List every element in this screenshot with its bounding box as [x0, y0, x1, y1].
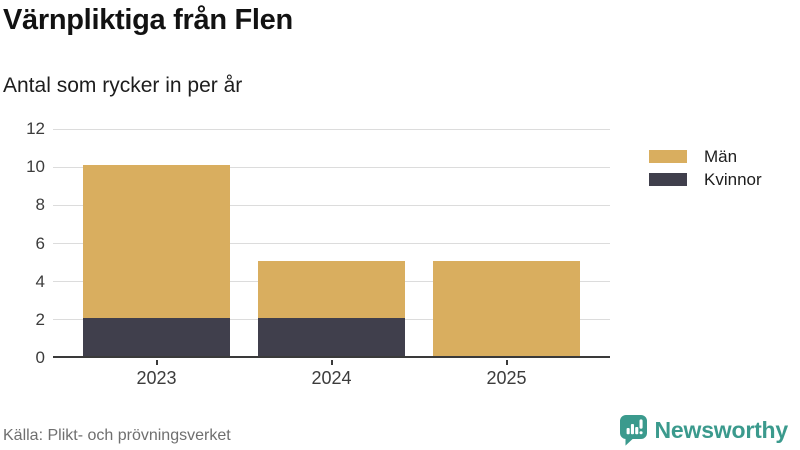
bar-segment-kvinnor-2023 — [83, 317, 230, 356]
y-axis-labels: 0 2 4 6 8 10 12 — [0, 119, 45, 367]
gridline — [53, 129, 610, 130]
x-tick-label-2025: 2025 — [486, 368, 527, 388]
newsworthy-icon — [619, 415, 647, 446]
y-tick-label: 8 — [35, 195, 45, 215]
x-axis-labels: 2023 2024 2025 — [53, 360, 610, 392]
x-tick-label-2023: 2023 — [136, 368, 177, 388]
bar-segment-män-2025 — [433, 260, 580, 356]
chart-subtitle: Antal som rycker in per år — [3, 74, 243, 97]
y-tick-label: 12 — [26, 119, 45, 138]
source-note: Källa: Plikt- och prövningsverket — [3, 427, 231, 444]
y-tick-label: 0 — [35, 348, 45, 367]
legend: Män Kvinnor — [649, 147, 762, 196]
legend-label: Män — [704, 147, 738, 166]
x-tick-label-2024: 2024 — [311, 368, 352, 388]
y-tick-label: 2 — [35, 309, 45, 329]
gridline — [53, 166, 610, 168]
bar-segment-kvinnor-2024 — [258, 317, 405, 356]
y-tick-label: 6 — [35, 233, 45, 253]
chart-title: Värnpliktiga från Flen — [3, 4, 293, 36]
gridline — [53, 243, 610, 244]
plot-area — [53, 129, 610, 358]
newsworthy-logo: Newsworthy — [619, 414, 788, 447]
x-tick-mark — [155, 360, 158, 365]
legend-swatch — [649, 173, 687, 186]
legend-item-män: Män — [649, 147, 762, 166]
legend-swatch — [649, 150, 687, 163]
y-tick-label: 4 — [35, 271, 45, 291]
bar-segment-män-2023 — [83, 165, 230, 318]
legend-item-kvinnor: Kvinnor — [649, 170, 762, 189]
y-tick-label: 10 — [26, 157, 45, 177]
brand-name: Newsworthy — [654, 417, 789, 443]
gridline — [53, 204, 610, 206]
bar-segment-män-2024 — [258, 260, 405, 318]
x-tick-mark — [505, 360, 508, 365]
x-tick-mark — [330, 360, 333, 365]
legend-label: Kvinnor — [704, 170, 762, 189]
